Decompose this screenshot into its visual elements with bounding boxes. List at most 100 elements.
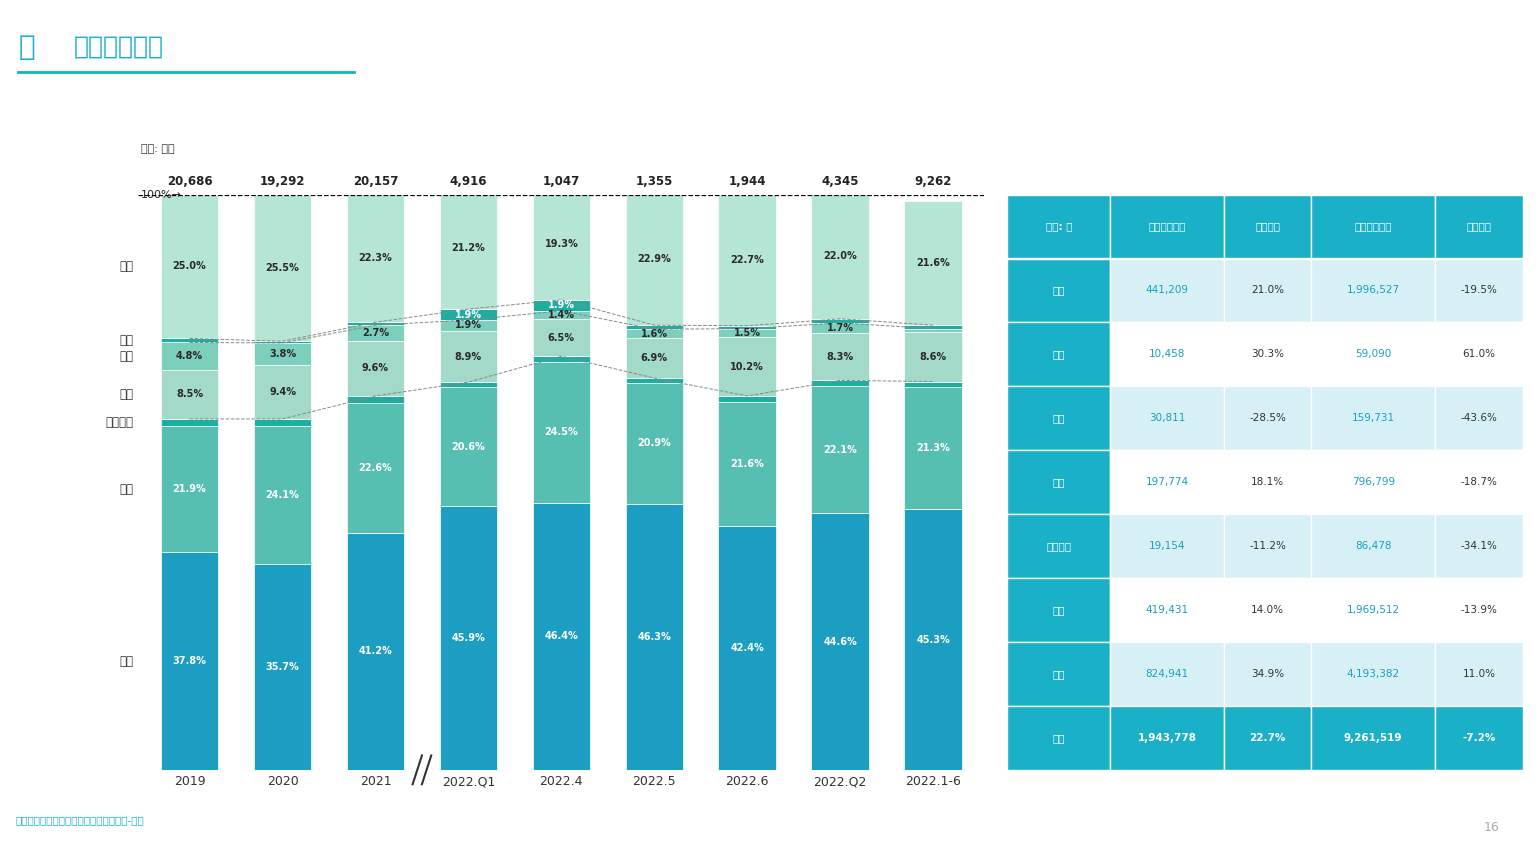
Bar	[718, 326, 777, 328]
Text: 45.9%: 45.9%	[452, 633, 486, 643]
Text: 德系: 德系	[1052, 285, 1066, 295]
Text: 其他欧系: 其他欧系	[1046, 541, 1072, 551]
Bar	[812, 323, 869, 332]
Text: 30.3%: 30.3%	[1250, 349, 1284, 360]
Bar	[1435, 450, 1523, 514]
Bar	[254, 195, 311, 341]
Bar	[440, 187, 497, 309]
Bar	[1224, 387, 1312, 450]
Text: 20.6%: 20.6%	[452, 442, 486, 452]
Bar	[532, 319, 591, 356]
Bar	[1007, 514, 1110, 578]
Text: 1,047: 1,047	[543, 174, 580, 188]
Bar	[1312, 259, 1435, 322]
Bar	[1224, 195, 1312, 259]
Text: 法系: 法系	[120, 334, 134, 347]
Text: 德系: 德系	[120, 260, 134, 273]
Bar	[626, 383, 683, 503]
Bar	[1435, 706, 1523, 770]
Text: 日系: 日系	[120, 483, 134, 496]
Text: 8.3%: 8.3%	[827, 352, 854, 361]
Text: 各国别市场份额变化: 各国别市场份额变化	[548, 98, 660, 118]
Bar	[626, 378, 683, 383]
Text: 22.9%: 22.9%	[637, 255, 671, 264]
Text: 1.6%: 1.6%	[641, 329, 667, 338]
Bar	[346, 341, 404, 396]
Bar	[1110, 387, 1224, 450]
Text: 22.7%: 22.7%	[1249, 733, 1286, 743]
Text: -7.2%: -7.2%	[1463, 733, 1495, 743]
Bar	[1224, 642, 1312, 706]
Text: 21.0%: 21.0%	[1250, 285, 1284, 295]
Text: 22.1%: 22.1%	[823, 445, 857, 454]
Bar	[254, 343, 311, 365]
Text: 21.9%: 21.9%	[172, 485, 206, 494]
Bar	[161, 552, 218, 770]
Bar	[904, 328, 961, 332]
Bar	[532, 310, 591, 319]
Text: 法系: 法系	[1052, 349, 1066, 360]
Text: 8.5%: 8.5%	[175, 389, 203, 399]
Bar	[440, 387, 497, 506]
Text: 46.3%: 46.3%	[637, 632, 671, 641]
Text: 61.0%: 61.0%	[1463, 349, 1495, 360]
Text: 同比增速: 同比增速	[1255, 222, 1280, 232]
Text: 14.0%: 14.0%	[1250, 605, 1284, 615]
Text: 韩系: 韩系	[1052, 414, 1066, 423]
Bar	[532, 356, 591, 362]
Text: -19.5%: -19.5%	[1461, 285, 1498, 295]
Text: 22.3%: 22.3%	[358, 253, 392, 263]
Bar	[1007, 642, 1110, 706]
Bar	[161, 419, 218, 426]
Text: 10,458: 10,458	[1149, 349, 1186, 360]
Text: -11.2%: -11.2%	[1249, 541, 1286, 551]
Bar	[718, 328, 777, 338]
Text: 34.9%: 34.9%	[1250, 669, 1284, 679]
Bar	[440, 382, 497, 387]
Bar	[626, 503, 683, 770]
Bar	[904, 382, 961, 387]
Text: 1,944: 1,944	[729, 174, 766, 188]
Bar	[1435, 578, 1523, 642]
Text: 16: 16	[1484, 821, 1500, 834]
Text: 1,969,512: 1,969,512	[1347, 605, 1400, 615]
Bar	[1110, 259, 1224, 322]
Bar	[718, 195, 777, 326]
Text: 22.6%: 22.6%	[358, 463, 392, 473]
Text: 45.3%: 45.3%	[917, 634, 950, 645]
Text: 441,209: 441,209	[1146, 285, 1189, 295]
Text: 20,686: 20,686	[166, 174, 212, 188]
Text: 4,916: 4,916	[449, 174, 488, 188]
Bar	[440, 506, 497, 770]
Bar	[346, 325, 404, 341]
Bar	[346, 403, 404, 533]
Text: 824,941: 824,941	[1146, 669, 1189, 679]
Bar	[1312, 706, 1435, 770]
Bar	[718, 526, 777, 770]
Bar	[440, 331, 497, 382]
Bar	[1435, 514, 1523, 578]
Bar	[161, 426, 218, 552]
Bar	[1110, 195, 1224, 259]
Bar	[1224, 259, 1312, 322]
Text: 9,261,519: 9,261,519	[1344, 733, 1403, 743]
Bar	[1110, 322, 1224, 387]
Text: 19,154: 19,154	[1149, 541, 1186, 551]
Bar	[1224, 514, 1312, 578]
Text: 4.8%: 4.8%	[175, 351, 203, 361]
Bar	[718, 338, 777, 396]
Text: 1.7%: 1.7%	[827, 323, 854, 332]
Bar	[1224, 450, 1312, 514]
Bar	[254, 365, 311, 419]
Bar	[1435, 195, 1523, 259]
Text: 21.2%: 21.2%	[452, 243, 486, 253]
Text: 44.6%: 44.6%	[823, 636, 857, 646]
Text: 4,193,382: 4,193,382	[1347, 669, 1400, 679]
Bar	[346, 194, 404, 322]
Bar	[161, 338, 218, 343]
Text: 25.5%: 25.5%	[266, 263, 300, 273]
Bar	[254, 341, 311, 343]
Bar	[904, 325, 961, 328]
Text: 159,731: 159,731	[1352, 414, 1395, 423]
Text: 42.4%: 42.4%	[731, 643, 764, 653]
